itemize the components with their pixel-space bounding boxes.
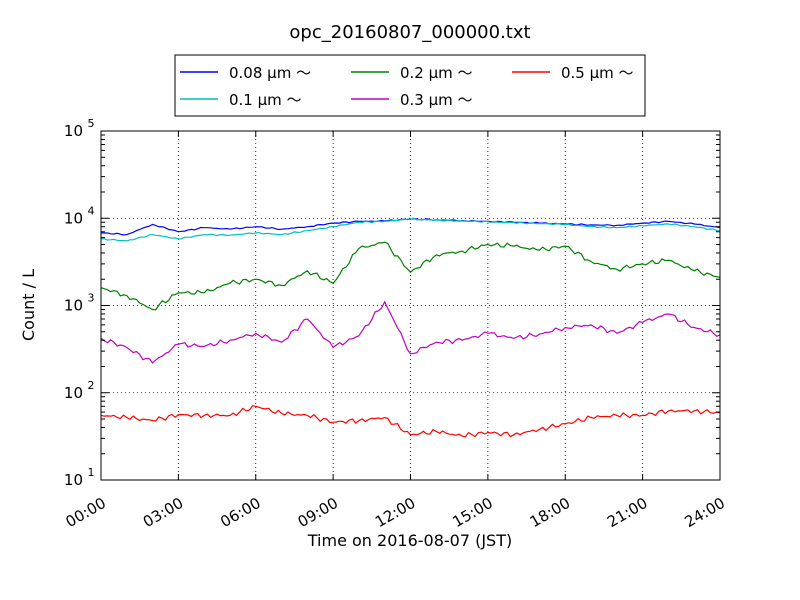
series-group — [100, 218, 721, 438]
legend-label: 0.2 μm ～ — [400, 64, 473, 82]
series-line — [100, 218, 720, 242]
y-tick-label: 10 — [64, 471, 83, 489]
legend-label: 0.3 μm ～ — [400, 91, 473, 109]
y-tick-label: 10 — [64, 122, 83, 140]
y-tick-exponent: 5 — [88, 117, 95, 130]
x-axis-label: Time on 2016-08-07 (JST) — [307, 531, 512, 550]
y-tick-exponent: 4 — [88, 204, 95, 217]
y-tick-label: 10 — [64, 209, 83, 227]
series-line — [100, 241, 721, 311]
y-tick-exponent: 3 — [88, 292, 95, 305]
legend-label: 0.1 μm ～ — [229, 91, 302, 109]
legend-box — [174, 54, 646, 117]
chart-title: opc_20160807_000000.txt — [289, 22, 530, 43]
y-tick-label: 10 — [64, 297, 83, 315]
y-tick-exponent: 1 — [88, 466, 95, 479]
ticks — [100, 130, 721, 481]
series-line — [100, 300, 721, 364]
y-tick-label: 10 — [64, 384, 83, 402]
legend: 0.08 μm ～ 0.1 μm ～ 0.2 μm ～ 0.3 μm ～ 0.5 μm … — [174, 54, 646, 117]
y-axis-label: Count / L — [19, 269, 38, 341]
y-tick-labels: 10 1 10 2 10 3 10 4 10 5 — [64, 117, 95, 489]
series-line — [100, 405, 721, 438]
y-tick-exponent: 2 — [88, 379, 95, 392]
legend-label: 0.5 μm ～ — [561, 64, 634, 82]
legend-label: 0.08 μm ～ — [229, 64, 311, 82]
